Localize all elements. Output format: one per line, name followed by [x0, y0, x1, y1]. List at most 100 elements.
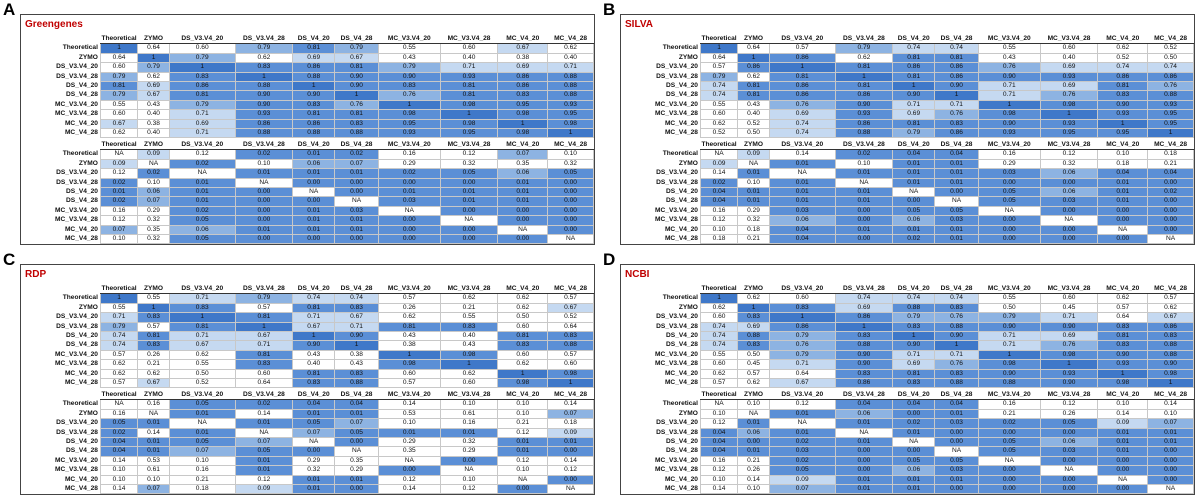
cell: 0.12	[1039, 149, 1099, 160]
cell: 0.10	[99, 465, 139, 476]
cell: 0.07	[547, 408, 594, 420]
cell: 0.88	[547, 90, 594, 101]
cell: 0.02	[699, 177, 739, 189]
cell: 0.60	[497, 321, 549, 333]
cell: 0.29	[737, 205, 770, 217]
table-row: MC_V4_20 0.67 0.38 0.69 0.86 0.86 0.83 0.95 0.98…	[23, 118, 594, 130]
table-row: DS_V4_28 0.04 0.01 0.03 0.00 0.00 NA 0.05 0.03 0.…	[623, 446, 1194, 457]
cell: 0.01	[377, 187, 441, 198]
cell: 0.74	[99, 331, 139, 342]
cell: 0.04	[892, 399, 936, 410]
cell: 0.67	[137, 90, 170, 101]
cell: 0.10	[99, 474, 139, 486]
matrix-table: Theoretical ZYMO DS_V3.V4_20 DS_V3.V4_28 DS_…	[23, 35, 594, 139]
cell: 0.01	[834, 418, 894, 429]
cell: 0.14	[99, 484, 139, 495]
table-body: Theoretical ZYMO DS_V3.V4_20 DS_V3.V4_28 DS_…	[23, 141, 594, 245]
column-header: MC_V3.V4_28	[1040, 285, 1098, 295]
cell: 0.60	[1039, 43, 1099, 54]
column-header: DS_V3.V4_20	[169, 35, 236, 45]
cell: 0.64	[768, 368, 836, 380]
table-row: DS_V3.V4_20 0.12 0.02 NA 0.01 0.01 0.01 0.02 0.0…	[23, 168, 594, 179]
table-body: Theoretical ZYMO DS_V3.V4_20 DS_V3.V4_28 DS_…	[23, 285, 594, 389]
cell: 0.86	[768, 321, 836, 333]
column-header: Theoretical	[700, 141, 738, 151]
row-header: MC_V3.V4_28	[655, 360, 698, 368]
cell: 0.00	[1147, 474, 1194, 486]
table-row: MC_V4_20 0.10 0.10 0.21 0.12 0.01 0.01 0.12 0.10…	[23, 474, 594, 486]
column-header: DS_V3.V4_20	[769, 391, 836, 401]
column-header: MC_V4_20	[1097, 141, 1148, 151]
cell: NA	[292, 187, 336, 198]
cell: NA	[834, 427, 894, 439]
table-row: Theoretical NA 0.10 0.12 0.04 0.04 0.04 0.16 0.1…	[623, 399, 1194, 410]
cell: 0.06	[892, 465, 936, 476]
cell: 0.67	[137, 378, 170, 389]
panel-box: SILVA Theoretical ZYMO DS_V3.V4_20 DS_V3.V4_…	[620, 14, 1195, 245]
cell: 0.03	[377, 196, 441, 207]
cell: 0.62	[737, 71, 770, 83]
cell: 0.01	[439, 187, 499, 198]
column-header: MC_V3.V4_20	[378, 35, 441, 45]
cell: 0.40	[547, 52, 594, 64]
cell: 0.01	[234, 455, 294, 467]
cell: 0.62	[234, 52, 294, 64]
cell: 0.14	[737, 474, 770, 486]
cell: 0.98	[1147, 368, 1194, 380]
cell: 0.86	[768, 90, 836, 101]
cell: NA	[547, 484, 594, 495]
cell: 0.76	[977, 62, 1041, 73]
cell: 0.32	[439, 437, 499, 448]
table-row: MC_V3.V4_20 0.57 0.26 0.62 0.81 0.43 0.38 1 0.98…	[23, 349, 594, 361]
table-row: MC_V3.V4_20 0.55 0.50 0.79 0.90 0.71 0.71 1 0.98…	[623, 349, 1194, 361]
cell: 0.06	[737, 427, 770, 439]
row-header: Theoretical	[662, 294, 698, 302]
cell: 0.57	[547, 349, 594, 361]
table-row: DS_V3.V4_28 0.74 0.69 0.86 1 0.83 0.88 0.90 0.90…	[623, 321, 1194, 333]
cell: 0.93	[1147, 99, 1194, 111]
cell: NA	[699, 149, 739, 160]
table-body: Theoretical ZYMO DS_V3.V4_20 DS_V3.V4_28 DS_…	[623, 141, 1194, 245]
cell: 0.05	[292, 418, 336, 429]
table-row: DS_V4_20 0.81 0.69 0.86 0.88 1 0.90 0.83 0.81 0.8…	[23, 81, 594, 92]
cell: 0.12	[234, 474, 294, 486]
table-row: ZYMO 0.09 NA 0.01 0.10 0.01 0.01 0.29 0.32 0.18 0.…	[623, 158, 1194, 170]
cell: 0.05	[892, 455, 936, 467]
cell: 0.00	[1147, 224, 1194, 236]
cell: 0.69	[892, 359, 936, 370]
cell: 0.18	[1097, 158, 1149, 170]
cell: 0.90	[1147, 359, 1194, 370]
cell: 0.01	[439, 196, 499, 207]
cell: 0.00	[1039, 455, 1099, 467]
column-header: MC_V3.V4_20	[378, 285, 441, 295]
cell: 0.04	[699, 427, 739, 439]
table-row: DS_V3.V4_28 0.02 0.10 0.01 NA 0.01 0.01 0.00 0.0…	[623, 177, 1194, 189]
cell: 0.01	[737, 168, 770, 179]
cell: 0.29	[977, 158, 1041, 170]
cell: 0.29	[377, 158, 441, 170]
row-header: MC_V3.V4_20	[655, 456, 698, 464]
matrix-table: Theoretical ZYMO DS_V3.V4_20 DS_V3.V4_28 DS_…	[623, 285, 1194, 389]
cell: 0.02	[892, 234, 936, 245]
cell: 0.00	[834, 455, 894, 467]
cell: 0.62	[1147, 302, 1194, 314]
cell: 1	[334, 90, 379, 101]
cell: 0.40	[439, 52, 499, 64]
cell: 0.61	[439, 408, 499, 420]
cell: 0.01	[892, 474, 936, 486]
cell: 0.00	[892, 446, 936, 457]
cell: 0.60	[168, 43, 236, 54]
cell: 0.71	[977, 81, 1041, 92]
cell: 0.26	[377, 302, 441, 314]
column-header: DS_V3.V4_20	[769, 141, 836, 151]
cell: 0.00	[547, 215, 594, 226]
cell: 0.12	[168, 149, 236, 160]
cell: 0.32	[737, 215, 770, 226]
cell: 0.62	[1097, 43, 1149, 54]
cell: 0.01	[768, 196, 836, 207]
cell: 0.12	[439, 149, 499, 160]
cell: 0.62	[737, 378, 770, 389]
cell: 0.71	[234, 340, 294, 351]
cell: 0.00	[977, 427, 1041, 439]
row-header: MC_V4_20	[664, 119, 698, 127]
